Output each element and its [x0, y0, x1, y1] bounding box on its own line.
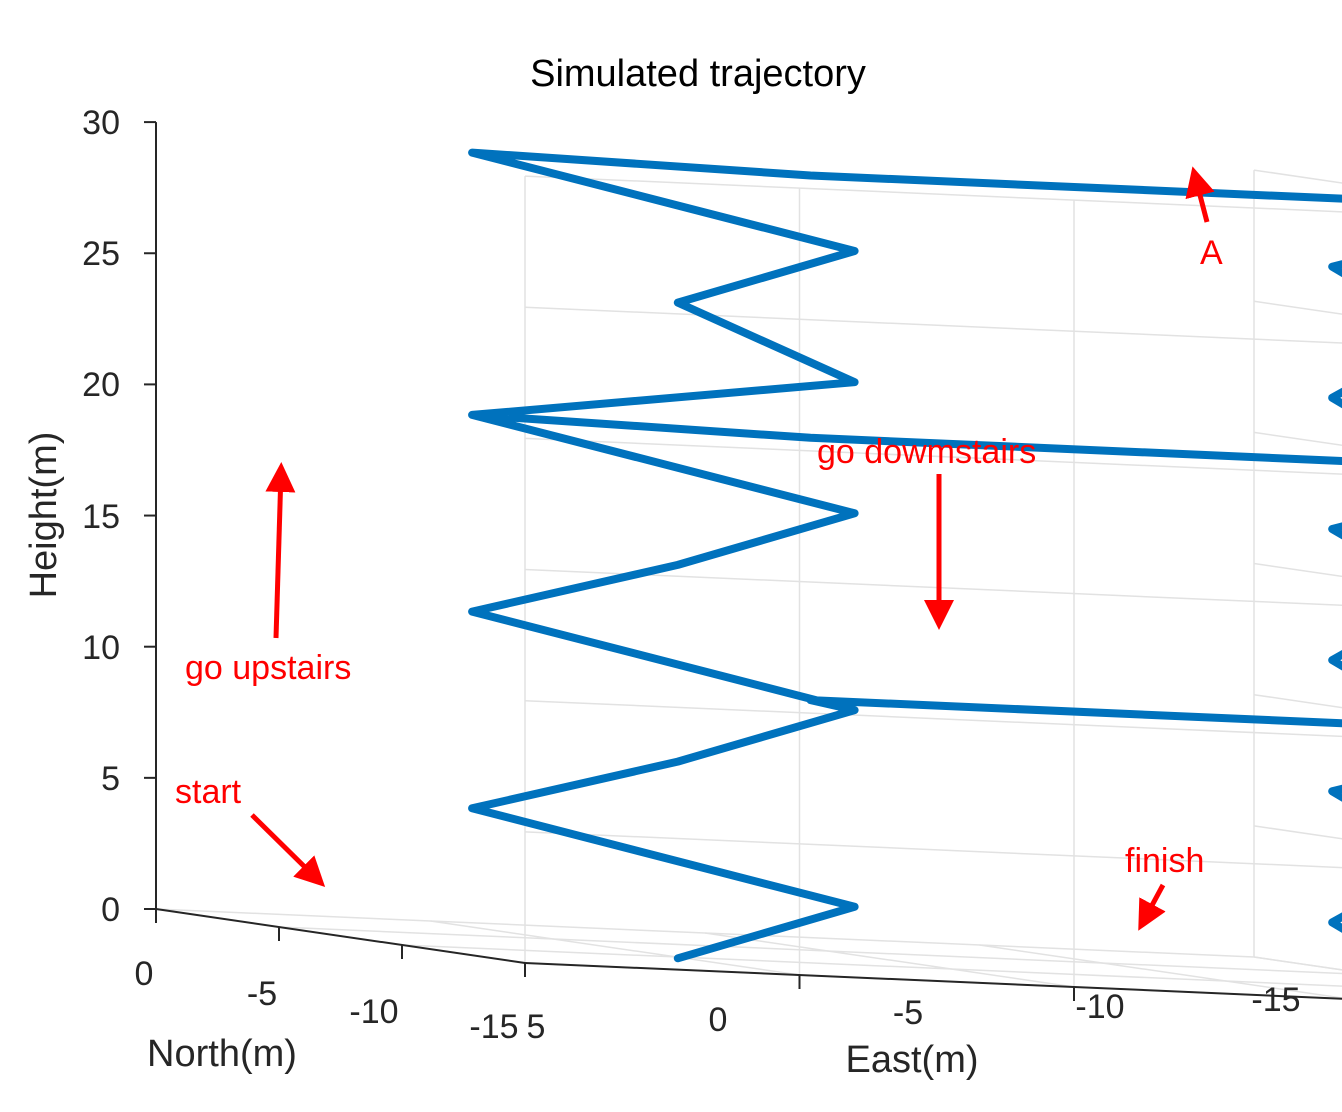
gridline	[1253, 431, 1342, 447]
annotations: start go upstairs go dowmstairs finish A	[175, 166, 1223, 931]
axes	[144, 121, 1342, 1001]
east-axis	[524, 962, 1342, 1000]
finish-arrow	[1138, 883, 1166, 931]
chart-title: Simulated trajectory	[530, 53, 866, 95]
east-tick-label: -15	[1251, 981, 1300, 1019]
z-tick-label: 10	[82, 629, 120, 667]
gridline	[1253, 169, 1342, 184]
gridline	[704, 932, 1075, 988]
gridline	[524, 568, 1342, 607]
annotation-a: A	[1200, 234, 1223, 272]
north-tick-label: -10	[349, 993, 398, 1031]
gridline	[430, 920, 800, 976]
z-axis-label: Height(m)	[23, 432, 65, 599]
north-tick-label: -15	[469, 1008, 518, 1046]
gridline	[524, 962, 1342, 1000]
z-tick-labels: 0 5 10 15 20 25 30	[82, 104, 120, 929]
gridline	[979, 944, 1342, 999]
z-tick-label: 5	[101, 760, 120, 798]
y-axis-label: North(m)	[147, 1033, 297, 1075]
z-tick-label: 30	[82, 104, 120, 142]
gridline	[1253, 693, 1342, 709]
z-tick-label: 0	[101, 891, 120, 929]
trajectory-line	[468, 148, 1342, 963]
north-tick-labels: 0 -5 -10 -15	[135, 955, 519, 1046]
z-tick-label: 20	[82, 366, 120, 404]
north-axis	[155, 908, 526, 964]
gridline	[524, 962, 1342, 1000]
grid	[155, 169, 1342, 1000]
annotation-finish: finish	[1125, 842, 1204, 880]
gridline	[1253, 562, 1342, 578]
z-tick-label: 15	[82, 498, 120, 536]
gridline	[524, 306, 1342, 344]
north-tick-label: 0	[135, 955, 154, 993]
gridline	[1253, 956, 1342, 971]
gridline	[155, 908, 1255, 958]
z-tick-label: 25	[82, 235, 120, 273]
east-tick-label: -10	[1075, 988, 1124, 1026]
east-tick-label: 0	[709, 1001, 728, 1039]
annotation-start: start	[175, 773, 242, 811]
gridline	[1253, 825, 1342, 840]
east-tick-labels: 5 0 -5 -10 -15	[527, 981, 1301, 1046]
east-tick-label: -5	[893, 994, 923, 1032]
annotation-go-dowmstairs: go dowmstairs	[817, 433, 1036, 471]
start-arrow	[250, 813, 326, 888]
gridline	[1253, 300, 1342, 315]
gridline	[401, 944, 1342, 987]
upstairs-arrow	[265, 462, 296, 639]
annotation-go-upstairs: go upstairs	[185, 649, 351, 687]
gridline	[278, 926, 1342, 975]
a-arrow	[1185, 166, 1215, 223]
north-tick-label: -5	[247, 975, 277, 1013]
east-tick-label: 5	[527, 1008, 546, 1046]
x-axis-label: East(m)	[846, 1039, 979, 1081]
